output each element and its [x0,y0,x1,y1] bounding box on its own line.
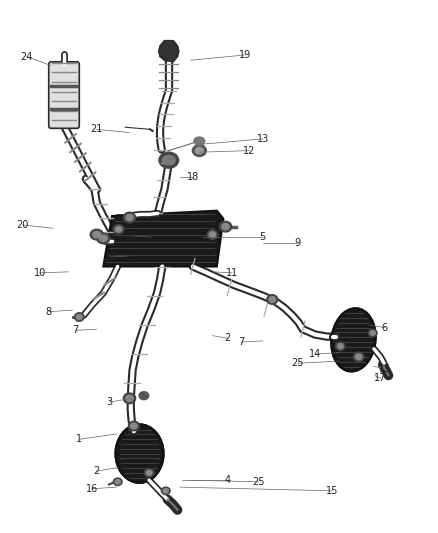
Ellipse shape [90,229,103,240]
Polygon shape [103,211,223,266]
Text: 25: 25 [252,477,265,487]
Ellipse shape [368,329,377,337]
Ellipse shape [209,232,216,238]
Ellipse shape [139,392,149,400]
Text: 17: 17 [374,373,387,383]
Text: 9: 9 [294,238,300,247]
Text: 14: 14 [309,349,321,359]
Text: 8: 8 [46,306,52,317]
Text: 19: 19 [239,50,251,60]
Ellipse shape [222,223,229,230]
Text: 13: 13 [257,134,269,144]
Ellipse shape [97,233,110,244]
Text: 21: 21 [91,124,103,134]
Ellipse shape [113,478,122,486]
Ellipse shape [338,344,343,349]
Text: 6: 6 [382,322,388,333]
Ellipse shape [124,393,136,403]
Ellipse shape [353,352,364,362]
Text: 23: 23 [104,252,116,262]
Ellipse shape [128,421,139,431]
Ellipse shape [131,423,137,429]
Ellipse shape [162,156,175,165]
Ellipse shape [336,342,345,351]
Ellipse shape [113,224,124,234]
Text: 16: 16 [86,484,99,494]
Ellipse shape [124,212,136,223]
Text: 4: 4 [225,475,231,485]
Text: 5: 5 [260,232,266,243]
Text: 2: 2 [225,333,231,343]
Ellipse shape [93,231,101,238]
Ellipse shape [356,354,362,360]
Ellipse shape [115,480,120,484]
Text: 24: 24 [21,52,33,61]
Ellipse shape [192,145,206,157]
Text: 2: 2 [94,466,100,476]
Ellipse shape [145,469,154,477]
Ellipse shape [370,330,375,335]
Text: 20: 20 [16,220,29,230]
Ellipse shape [267,295,278,304]
Ellipse shape [331,308,376,372]
Text: 25: 25 [291,358,304,368]
FancyBboxPatch shape [49,62,79,128]
Text: 7: 7 [72,325,78,335]
Text: 18: 18 [187,172,199,182]
Ellipse shape [146,470,152,475]
Text: 1: 1 [76,434,82,445]
Text: 15: 15 [379,364,391,374]
Text: 15: 15 [326,486,339,496]
Text: 7: 7 [238,337,244,347]
Ellipse shape [195,148,203,154]
Ellipse shape [76,314,82,320]
Ellipse shape [74,313,84,321]
Polygon shape [159,41,179,62]
Ellipse shape [207,230,218,239]
Ellipse shape [126,395,133,401]
Ellipse shape [219,221,232,232]
Ellipse shape [269,296,276,302]
Text: 3: 3 [107,397,113,407]
Text: 10: 10 [34,268,46,278]
Text: 22: 22 [125,231,138,241]
Ellipse shape [126,214,133,221]
Text: 12: 12 [244,146,256,156]
Ellipse shape [163,489,168,493]
Ellipse shape [194,137,205,145]
Ellipse shape [159,152,179,168]
Ellipse shape [161,487,170,495]
Ellipse shape [99,235,107,241]
Ellipse shape [115,227,122,232]
Ellipse shape [116,424,163,483]
Text: 11: 11 [226,268,238,278]
